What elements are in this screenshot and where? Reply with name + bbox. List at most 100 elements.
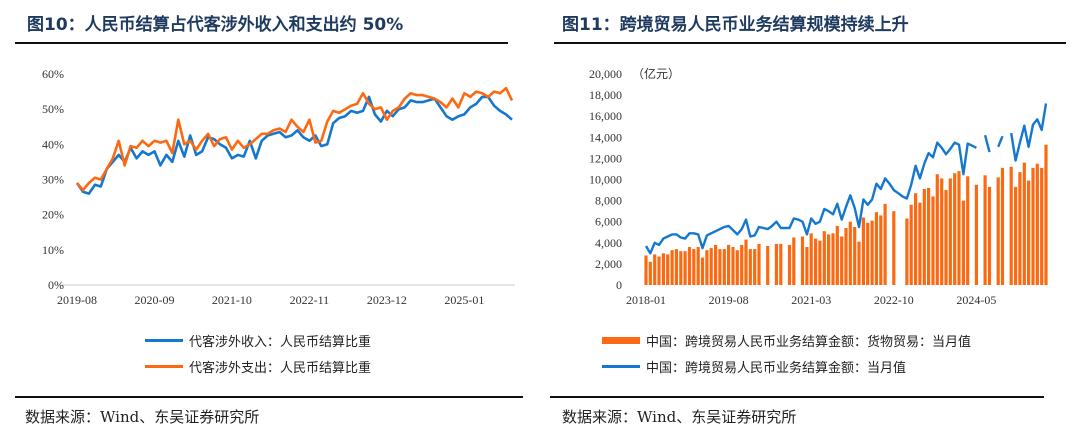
bar [848, 221, 852, 285]
bar [809, 233, 813, 285]
bar [883, 203, 887, 285]
legend-swatch [145, 365, 183, 368]
x-tick-label: 2022-10 [874, 293, 914, 307]
y-tick-label: 4,000 [595, 236, 622, 250]
legend-label: 中国：跨境贸易人民币业务结算金额：货物贸易：当月值 [646, 335, 972, 350]
x-tick-label: 2024-05 [956, 293, 996, 307]
x-tick-label: 2019-08 [57, 293, 97, 307]
bar [996, 177, 1000, 285]
bar [861, 217, 865, 285]
y-tick-label: 60% [42, 67, 64, 81]
bar [722, 249, 726, 285]
bar [657, 256, 661, 285]
y-tick-label: 30% [42, 173, 64, 187]
bar [731, 247, 735, 285]
series-line-income [75, 95, 513, 195]
bar [805, 247, 809, 285]
bar [696, 247, 700, 285]
bar [914, 193, 918, 285]
legend-item-goods: 中国：跨境贸易人民币业务结算金额：货物贸易：当月值 [602, 331, 971, 350]
bar [905, 218, 909, 285]
bar [966, 176, 970, 285]
bar [735, 250, 739, 285]
bar [922, 189, 926, 285]
bar [705, 250, 709, 285]
y-tick-label: 6,000 [595, 215, 622, 229]
bar [892, 211, 896, 285]
bar [1018, 172, 1022, 285]
y-tick-label: 18,000 [589, 88, 622, 102]
chart-title: 图11：跨境贸易人民币业务结算规模持续上升 [562, 15, 909, 35]
bar [700, 257, 705, 285]
bar [740, 244, 744, 285]
bar [644, 255, 648, 285]
bar [661, 253, 665, 285]
right-panel: 图11：跨境贸易人民币业务结算规模持续上升 中国：跨境贸易人民币业务结算金额：货… [540, 0, 1080, 443]
y-tick-label: 20,000 [589, 67, 622, 81]
y-tick-label: 8,000 [595, 194, 622, 208]
y-tick-label: 50% [42, 102, 64, 116]
y-tick-label: 0 [616, 278, 622, 292]
bar [1014, 186, 1018, 285]
bar [957, 171, 961, 285]
unit-label: （亿元） [632, 66, 680, 81]
legend-item-expense: 代客涉外支出：人民币结算比重 [145, 357, 371, 376]
title-divider [554, 42, 1066, 44]
bar [1027, 180, 1031, 285]
bar [974, 184, 978, 285]
bar [870, 220, 874, 285]
left-panel: 图10：人民币结算占代客涉外收入和支出约 50% 代客涉外收入：人民币结算比重 … [15, 15, 523, 426]
bar [648, 261, 652, 285]
x-tick-label: 2023-12 [367, 293, 407, 307]
legend-swatch [602, 365, 640, 368]
bar [727, 244, 731, 285]
bar [874, 212, 878, 285]
bar [953, 173, 957, 285]
bar [744, 239, 748, 285]
bar [774, 243, 778, 285]
bar [692, 249, 696, 285]
legend-label: 代客涉外收入：人民币结算比重 [189, 335, 372, 350]
y-tick-label: 16,000 [589, 109, 622, 123]
bar [753, 249, 757, 285]
bar [792, 237, 796, 285]
y-tick-label: 12,000 [589, 151, 622, 165]
y-tick-label: 14,000 [589, 130, 622, 144]
bar [987, 186, 992, 285]
y-tick-label: 40% [42, 137, 64, 151]
bar [779, 243, 783, 285]
bar [800, 236, 805, 285]
bar [674, 249, 678, 285]
bar [687, 247, 692, 285]
bar [948, 178, 952, 285]
source-note: 数据来源：Wind、东吴证券研究所 [25, 408, 260, 426]
x-tick-label: 2021-03 [791, 293, 831, 307]
bar [766, 246, 770, 285]
footer-divider [15, 396, 523, 398]
source-note: 数据来源：Wind、东吴证券研究所 [562, 408, 797, 426]
bar [666, 254, 670, 285]
bar [935, 174, 939, 285]
bar [1000, 167, 1005, 285]
bar [931, 196, 935, 285]
bar [879, 215, 883, 285]
legend-item-income: 代客涉外收入：人民币结算比重 [145, 331, 371, 350]
bar [1035, 163, 1039, 285]
legend-item-total: 中国：跨境贸易人民币业务结算金额：当月值 [602, 357, 906, 376]
bar [683, 251, 687, 285]
legend-label: 中国：跨境贸易人民币业务结算金额：当月值 [646, 361, 907, 376]
footer-divider [550, 396, 1044, 398]
series-line-expense [76, 86, 514, 192]
title-divider [15, 42, 508, 44]
bar [787, 244, 792, 285]
bar [1022, 162, 1026, 285]
bar [818, 240, 822, 285]
legend-swatch [145, 339, 183, 342]
bar [1044, 144, 1048, 285]
bar [814, 238, 818, 285]
bar [853, 227, 857, 285]
bar [983, 175, 987, 285]
bar [844, 228, 848, 285]
y-tick-label: 0% [48, 278, 64, 292]
bar [1040, 167, 1044, 285]
